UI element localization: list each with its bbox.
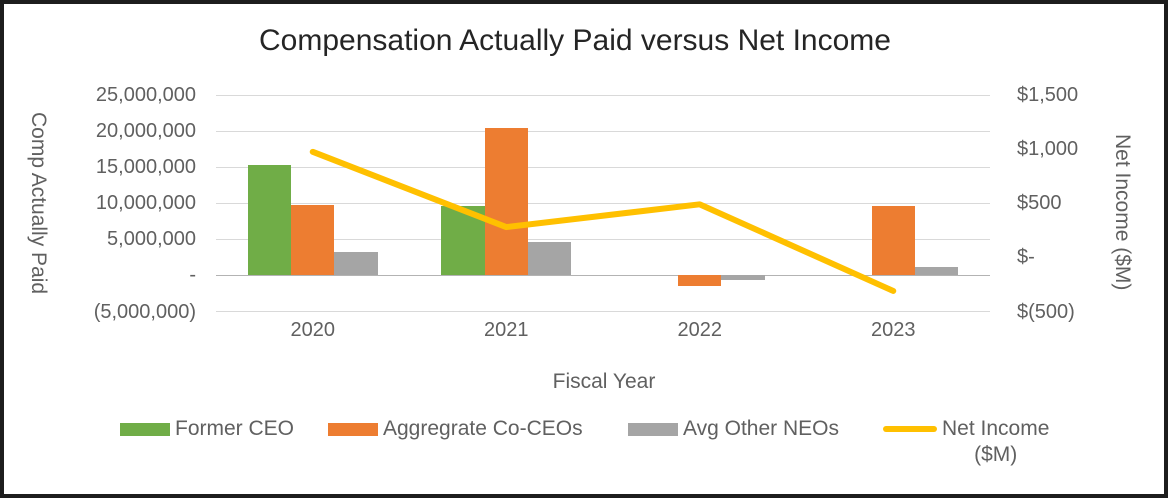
legend-swatch-aggregrate-co-ceos <box>328 422 378 436</box>
zero-axis-line <box>216 274 990 276</box>
net-income-line <box>309 148 897 294</box>
bar-aggregrate-co-ceos-2022 <box>678 275 722 286</box>
right-axis-tick-label: $1,500 <box>1017 84 1079 106</box>
right-axis-tick-label: $500 <box>1017 192 1062 215</box>
legend-line-swatch-net-income <box>883 426 937 432</box>
legend-item-avg-other-neos: Avg Other NEOs <box>628 416 839 442</box>
legend-label-aggregrate-co-ceos: Aggregrate Co-CEOs <box>383 417 583 440</box>
right-axis-tick-label: $1,000 <box>1017 138 1079 161</box>
legend-label-former-ceo: Former CEO <box>175 417 295 440</box>
bar-aggregrate-co-ceos-2020 <box>291 205 335 276</box>
gridline <box>216 166 990 168</box>
legend-item-former-ceo: Former CEO <box>120 416 294 442</box>
gridline <box>216 130 990 132</box>
legend-item-aggregrate-co-ceos: Aggregrate Co-CEOs <box>328 416 583 442</box>
bar-avg-other-neos-2020 <box>334 252 378 276</box>
legend-swatch-avg-other-neos <box>628 422 678 436</box>
left-axis-title: Comp Actually Paid <box>27 112 50 295</box>
gridline <box>216 311 990 312</box>
bar-avg-other-neos-2021 <box>527 242 572 276</box>
right-axis-tick-label: $(500) <box>1017 300 1075 323</box>
bar-avg-other-neos-2023 <box>914 266 959 276</box>
chart-title: Compensation Actually Paid versus Net In… <box>259 24 891 57</box>
bar-former-ceo-2020 <box>247 165 292 276</box>
bar-aggregrate-co-ceos-2023 <box>871 206 915 276</box>
x-axis-tick-label: 2023 <box>871 319 916 341</box>
right-axis-tick-label: $- <box>1017 246 1035 269</box>
x-axis-tick-label: 2021 <box>484 319 529 341</box>
legend-label-net-income: Net Income <box>942 417 1050 440</box>
bar-avg-other-neos-2022 <box>721 275 765 280</box>
x-axis-tick-label: 2022 <box>677 319 723 341</box>
legend-swatch-former-ceo <box>120 422 170 436</box>
left-axis-tick-label: 25,000,000 <box>95 84 196 106</box>
left-axis-tick-label: 5,000,000 <box>107 228 196 251</box>
legend-item-net-income: Net Income ($M) <box>883 416 1049 468</box>
x-axis-title: Fiscal Year <box>552 370 656 393</box>
legend-label-avg-other-neos: Avg Other NEOs <box>683 417 840 440</box>
right-axis-title: Net Income ($M) <box>1111 133 1134 291</box>
gridline <box>216 202 990 204</box>
gridline <box>216 94 990 96</box>
left-axis-tick-label: 20,000,000 <box>95 120 196 143</box>
left-axis-tick-label: (5,000,000) <box>93 300 196 323</box>
left-axis-tick-label: 15,000,000 <box>95 156 196 179</box>
left-axis-tick-label: - <box>189 264 196 287</box>
legend-label-net-income-units: ($M) <box>974 443 1018 466</box>
bar-aggregrate-co-ceos-2021 <box>484 128 528 276</box>
x-axis-tick-label: 2020 <box>290 319 336 341</box>
left-axis-tick-label: 10,000,000 <box>95 192 196 215</box>
gridline <box>216 238 990 240</box>
